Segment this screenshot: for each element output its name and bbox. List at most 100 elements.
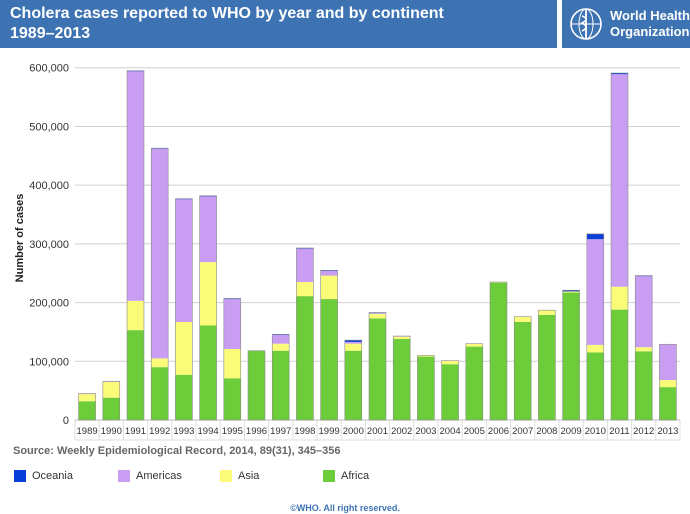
- bar-segment-africa-2009: [562, 292, 580, 420]
- bar-outline-2012: [634, 275, 653, 421]
- bar-segment-americas-2001: [369, 313, 386, 314]
- bar-segment-oceania-2009: [562, 290, 580, 292]
- x-tick-label: 2005: [464, 426, 485, 437]
- y-tick-label: 0: [63, 415, 69, 427]
- bar-outline-1999: [320, 269, 338, 421]
- bar-segment-asia-1999: [320, 275, 338, 300]
- title-bar: Cholera cases reported to WHO by year an…: [0, 0, 557, 48]
- bar-segment-asia-2002: [393, 336, 411, 339]
- legend-swatch-americas: [118, 470, 130, 482]
- bar-segment-asia-2007: [514, 316, 532, 322]
- x-tick-label: 2008: [536, 426, 557, 437]
- bar-segment-asia-2005: [465, 343, 483, 347]
- bar-segment-asia-1991: [127, 300, 144, 331]
- bar-segment-americas-1995: [223, 299, 241, 349]
- y-tick-label: 600,000: [29, 63, 69, 75]
- bar-outline-2000: [344, 339, 363, 421]
- bar-outline-2013: [659, 343, 677, 421]
- x-tick-label: 2002: [391, 426, 412, 437]
- bar-segment-africa-1996: [248, 350, 265, 420]
- bar-outline-1995: [223, 298, 242, 421]
- x-tick-label: 1993: [173, 426, 194, 437]
- bar-segment-asia-2012: [635, 347, 653, 352]
- bar-segment-africa-2010: [586, 352, 604, 420]
- bar-segment-americas-1999: [320, 270, 338, 276]
- bar-segment-asia-2013: [659, 380, 677, 388]
- x-tick-label: 2010: [585, 426, 606, 437]
- bar-segment-africa-2006: [490, 282, 507, 420]
- bar-segment-americas-2011: [611, 74, 628, 287]
- x-tick-label: 2013: [657, 426, 678, 437]
- bar-segment-americas-1992: [151, 148, 169, 359]
- bar-outline-2005: [465, 343, 484, 421]
- bar-segment-asia-2011: [611, 286, 628, 310]
- bar-outline-2004: [441, 360, 459, 421]
- bar-outline-2009: [562, 289, 580, 421]
- bar-outline-1992: [150, 147, 169, 421]
- bar-segment-asia-2008: [538, 310, 556, 315]
- bar-segment-asia-1994: [199, 262, 217, 326]
- bar-outline-2008: [538, 309, 556, 421]
- bar-segment-asia-1995: [223, 348, 241, 379]
- bar-segment-asia-1992: [151, 358, 169, 368]
- bar-outline-2001: [368, 312, 387, 421]
- chart-subtitle: 1989–2013: [10, 25, 91, 42]
- bar-outline-2011: [610, 72, 629, 421]
- header: Cholera cases reported to WHO by year an…: [0, 0, 690, 48]
- bar-segment-africa-1998: [296, 296, 314, 420]
- bar-segment-africa-1999: [320, 299, 338, 420]
- stacked-bar-chart: 0 100,000 200,000 300,000 400,000 500,000 600,…: [14, 56, 681, 441]
- who-emblem-icon: [570, 8, 602, 40]
- y-tick-label: 100,000: [29, 356, 69, 368]
- x-tick-label: 2011: [609, 426, 629, 437]
- y-axis-title: Number of cases: [14, 194, 26, 283]
- bar-segment-africa-1991: [127, 330, 144, 420]
- x-tick-label: 2003: [415, 426, 436, 437]
- legend-item-americas: Americas: [118, 466, 182, 486]
- bar-segment-africa-2007: [514, 321, 532, 420]
- legend-swatch-africa: [323, 470, 335, 482]
- legend-swatch-oceania: [14, 470, 26, 482]
- bar-segment-africa-2001: [369, 318, 386, 420]
- legend: Oceania Americas Asia Africa: [0, 466, 690, 488]
- y-tick-label: 200,000: [29, 298, 69, 310]
- bar-segment-asia-2009: [562, 291, 580, 293]
- bar-segment-americas-2012: [635, 276, 653, 348]
- bar-segment-americas-2013: [659, 344, 677, 381]
- bar-segment-africa-2011: [611, 309, 628, 420]
- x-tick-label: 2007: [512, 426, 533, 437]
- bar-segment-asia-1989: [78, 394, 96, 402]
- bar-segment-asia-2004: [441, 360, 459, 365]
- bar-outline-1996: [247, 350, 266, 421]
- bar-segment-americas-1991: [127, 71, 144, 301]
- copyright-text: ©WHO. All right reserved.: [290, 503, 400, 513]
- bar-segment-americas-2010: [586, 239, 604, 345]
- who-logo[interactable]: World Health Organization: [562, 0, 690, 48]
- bar-segment-americas-1997: [272, 334, 290, 344]
- legend-item-africa: Africa: [323, 466, 369, 486]
- y-tick-label: 300,000: [29, 239, 69, 251]
- x-tick-label: 1997: [270, 426, 291, 437]
- y-tick-label: 400,000: [29, 180, 69, 192]
- bar-segment-africa-2003: [417, 356, 435, 420]
- bar-segment-asia-1990: [102, 381, 120, 398]
- x-tick-label: 1996: [246, 426, 267, 437]
- bar-segment-africa-2008: [538, 314, 556, 420]
- legend-label-asia: Asia: [238, 470, 260, 482]
- x-tick-label: 2006: [488, 426, 509, 437]
- bar-outline-2002: [392, 335, 411, 421]
- bar-segment-africa-2005: [465, 346, 483, 420]
- bar-segment-asia-1993: [175, 321, 193, 375]
- bar-outline-2010: [586, 233, 605, 421]
- logo-text-line1: World Health: [610, 8, 690, 23]
- x-tick-label: 1995: [222, 426, 243, 437]
- x-tick-label: 1999: [319, 426, 340, 437]
- bar-segment-asia-2000: [344, 343, 362, 351]
- x-tick-label: 1994: [198, 426, 219, 437]
- legend-label-oceania: Oceania: [32, 470, 73, 482]
- bar-outline-2007: [513, 316, 532, 421]
- bar-segment-africa-2004: [441, 364, 459, 420]
- chart-area: 0 100,000 200,000 300,000 400,000 500,000 600,…: [0, 48, 690, 444]
- x-tick-label: 1991: [125, 426, 146, 437]
- source-text: Source: Weekly Epidemiological Record, 2…: [13, 445, 341, 457]
